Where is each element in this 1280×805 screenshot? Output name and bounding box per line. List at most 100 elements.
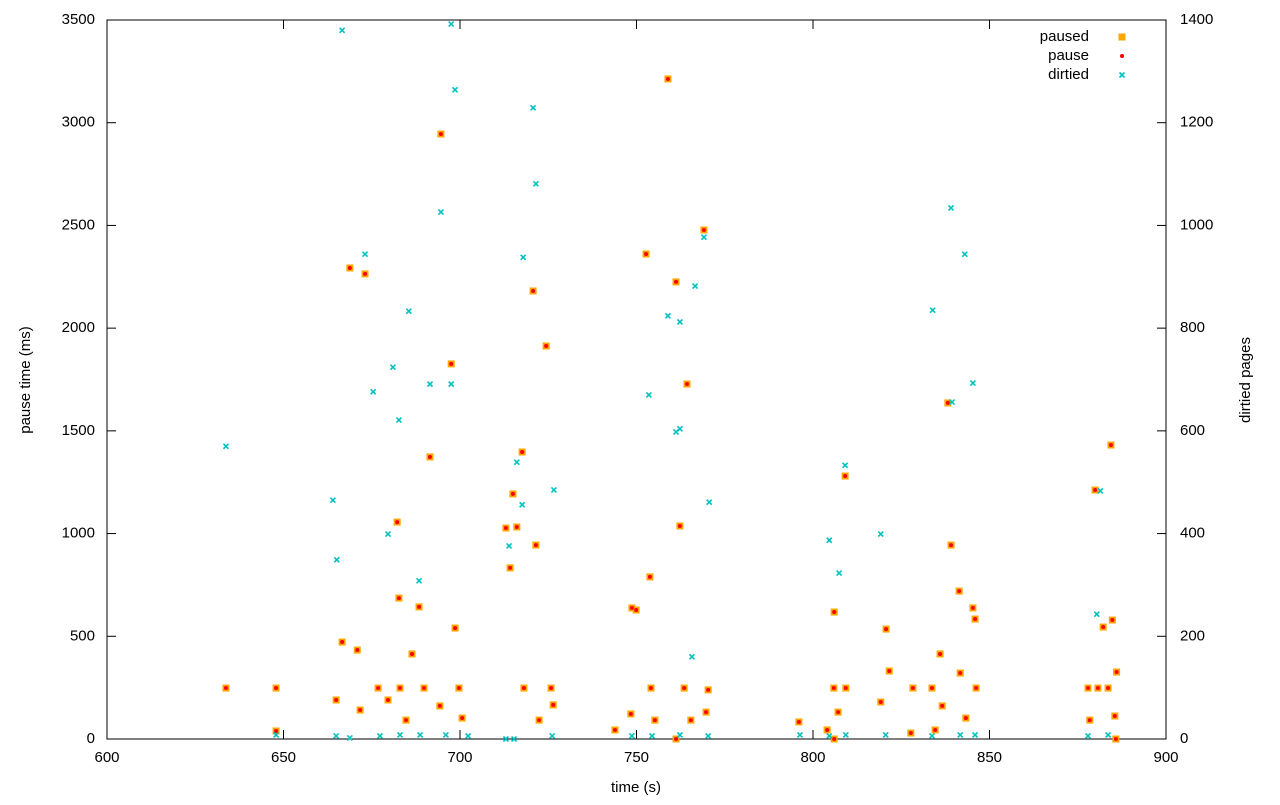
y-tick-label: 3500 xyxy=(62,11,95,28)
point xyxy=(513,459,520,466)
point xyxy=(448,381,455,388)
point xyxy=(521,686,526,691)
point xyxy=(963,716,968,721)
point xyxy=(385,697,390,702)
point xyxy=(628,711,633,716)
x-tick-label: 600 xyxy=(94,749,119,766)
point xyxy=(971,731,979,738)
point xyxy=(1112,713,1117,718)
y-tick-label: 500 xyxy=(70,627,95,644)
point xyxy=(396,596,401,601)
y2-tick-label: 200 xyxy=(1180,627,1205,644)
point xyxy=(910,686,915,691)
point xyxy=(358,708,363,713)
point xyxy=(549,732,556,739)
legend-marker xyxy=(1118,71,1126,79)
point xyxy=(363,271,368,276)
point xyxy=(1106,686,1111,691)
x-tick-label: 800 xyxy=(800,749,825,766)
point xyxy=(333,556,340,563)
legend-label: pause xyxy=(1048,47,1089,64)
point xyxy=(396,731,404,738)
point xyxy=(949,543,954,548)
point xyxy=(887,669,892,674)
point xyxy=(676,731,683,738)
point xyxy=(1097,487,1104,495)
point xyxy=(502,735,509,743)
point xyxy=(974,686,979,691)
point xyxy=(796,731,804,738)
point xyxy=(674,737,679,741)
point xyxy=(705,732,712,739)
point xyxy=(825,727,830,732)
point xyxy=(1108,443,1113,448)
point xyxy=(503,526,508,531)
point xyxy=(836,570,843,577)
point xyxy=(427,454,432,459)
point xyxy=(403,718,408,723)
point xyxy=(550,486,557,493)
y-axis-label: pause time (ms) xyxy=(17,326,34,434)
y2-tick-label: 1000 xyxy=(1180,216,1213,233)
point xyxy=(796,719,801,724)
point xyxy=(612,727,617,732)
point xyxy=(448,21,455,28)
point xyxy=(826,732,833,739)
point xyxy=(274,728,279,733)
point xyxy=(674,279,679,284)
point xyxy=(333,732,340,739)
point xyxy=(973,617,978,622)
point xyxy=(1110,618,1115,623)
y2-tick-label: 0 xyxy=(1180,730,1188,747)
y2-tick-label: 600 xyxy=(1180,422,1205,439)
point xyxy=(551,702,556,707)
point xyxy=(339,27,346,34)
point xyxy=(438,132,443,137)
point xyxy=(397,686,402,691)
point xyxy=(1101,625,1106,630)
point xyxy=(652,718,657,723)
point xyxy=(634,607,639,612)
point xyxy=(1093,488,1098,493)
point xyxy=(530,104,537,111)
point xyxy=(938,651,943,656)
point xyxy=(648,732,656,739)
point xyxy=(945,400,950,405)
legend-marker xyxy=(1118,33,1126,41)
point xyxy=(389,364,396,371)
point xyxy=(692,282,699,290)
point xyxy=(832,610,837,615)
point xyxy=(223,686,228,691)
point xyxy=(340,640,345,645)
point xyxy=(1113,737,1118,741)
legend-marker xyxy=(1120,54,1124,58)
point xyxy=(957,731,964,738)
point xyxy=(465,732,472,739)
point xyxy=(1105,731,1112,738)
point xyxy=(958,671,963,676)
point xyxy=(842,731,849,738)
point xyxy=(347,265,352,270)
point xyxy=(437,703,442,708)
point xyxy=(831,686,836,691)
point xyxy=(878,700,883,705)
point xyxy=(664,312,671,319)
point xyxy=(842,462,849,469)
point xyxy=(700,234,707,241)
point xyxy=(706,687,711,692)
point xyxy=(970,605,975,610)
point xyxy=(426,381,434,388)
point xyxy=(882,731,889,738)
point xyxy=(1095,686,1100,691)
point xyxy=(531,288,536,293)
point xyxy=(684,382,689,387)
point xyxy=(405,308,412,315)
point xyxy=(908,731,913,736)
point xyxy=(704,710,709,715)
point xyxy=(940,703,945,708)
point xyxy=(417,731,424,738)
point xyxy=(682,686,687,691)
x-tick-label: 900 xyxy=(1153,749,1178,766)
point xyxy=(376,686,381,691)
y-tick-label: 1500 xyxy=(62,422,95,439)
